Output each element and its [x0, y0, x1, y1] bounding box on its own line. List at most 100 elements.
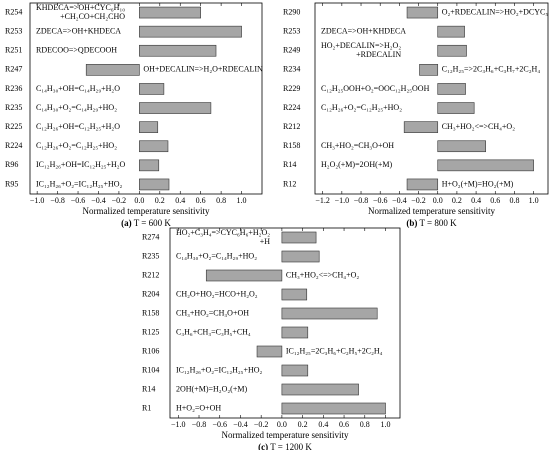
bar: [281, 326, 309, 339]
reaction-label: H₂O₂(+M)=2OH(+M): [321, 160, 392, 169]
x-axis-label: Normalized temperature sensitivity: [83, 206, 210, 216]
bar: [139, 25, 242, 38]
category-label: R249: [283, 46, 300, 55]
caption: (c) T = 1200 K: [258, 442, 312, 450]
plot-frame: [29, 2, 263, 195]
reaction-label: C₁₂H₂₆+O₂=C₁₂H₂₅+HO₂: [36, 141, 117, 150]
category-label: R95: [5, 179, 18, 188]
category-label: R229: [283, 84, 300, 93]
x-tick-label: 0.4: [318, 420, 328, 429]
panel-label: (c): [258, 442, 268, 450]
x-tick-label: 0.8: [216, 196, 226, 205]
category-label: R212: [283, 122, 300, 131]
category-label: R274: [142, 232, 159, 241]
category-label: R125: [142, 327, 159, 336]
bar: [437, 140, 486, 153]
category-label: R96: [5, 160, 18, 169]
category-label: R290: [283, 7, 300, 16]
category-label: R224: [283, 103, 300, 112]
x-axis-label: Normalized temperature sensitivity: [368, 206, 495, 216]
caption-text: T = 600 K: [134, 218, 172, 228]
category-label: R254: [5, 7, 22, 16]
bar: [281, 231, 317, 244]
bar: [85, 64, 140, 76]
reaction-label: CH₃+HO₂<=>CH₄+O₂: [286, 270, 359, 279]
bar: [281, 307, 378, 320]
reaction-label: C₁₄H₃₀+O₂=C₁₄H₂₉+HO₂: [176, 251, 257, 260]
x-tick-label: −0.4: [392, 196, 407, 205]
reaction-label: RDECOO=>QDECOOH: [36, 46, 117, 55]
caption-text: T = 800 K: [419, 218, 457, 228]
x-tick-label: 0.4: [471, 196, 481, 205]
category-label: R235: [5, 103, 22, 112]
reaction-label: +CH₂CO+CH₂CHO: [60, 12, 125, 21]
category-label: R204: [142, 289, 159, 298]
category-label: R104: [142, 365, 159, 374]
category-label: R158: [142, 308, 159, 317]
x-tick-label: −0.8: [50, 196, 65, 205]
bar: [437, 44, 467, 57]
bar: [281, 383, 359, 396]
x-tick-label: −1.0: [30, 196, 45, 205]
x-tick-label: −1.2: [315, 196, 330, 205]
reaction-label: 2OH(+M)=H₂O₂(+M): [176, 384, 247, 393]
x-tick-label: 0.8: [360, 420, 370, 429]
x-tick-label: 0.6: [339, 420, 349, 429]
category-label: R212: [142, 270, 159, 279]
x-tick-label: 0.4: [175, 196, 185, 205]
reaction-label: IC₁₂H₂₆+O₂=IC₁₂H₂₅+HO₂: [36, 179, 123, 188]
reaction-label: CH₃+HO₂=CH₃O+OH: [321, 141, 394, 150]
bar: [406, 178, 439, 191]
x-tick-label: 1.0: [380, 420, 390, 429]
reaction-label: KHDECA=>OH+CYC₆H₁₀: [36, 3, 125, 12]
x-tick-label: 0.2: [452, 196, 462, 205]
reaction-label: CH₂O+HO₂=HCO+H₂O₂: [176, 289, 258, 298]
bar: [139, 102, 212, 114]
bar: [139, 44, 217, 57]
x-tick-label: −0.6: [71, 196, 86, 205]
bar: [403, 121, 439, 133]
x-tick-label: −0.4: [91, 196, 106, 205]
x-tick-label: 1.0: [237, 196, 247, 205]
caption-text: T = 1200 K: [270, 442, 312, 450]
x-tick-label: 0.6: [196, 196, 206, 205]
plot-frame: [314, 2, 549, 195]
x-tick-label: −0.2: [112, 196, 127, 205]
x-tick-label: −0.6: [212, 420, 227, 429]
x-tick-label: 0.8: [509, 196, 519, 205]
bar: [256, 345, 283, 358]
bar: [406, 6, 439, 19]
bar: [139, 121, 159, 133]
category-label: R224: [5, 141, 22, 150]
x-tick-label: 0.2: [298, 420, 308, 429]
x-tick-label: −0.2: [254, 420, 269, 429]
category-label: R236: [5, 84, 22, 93]
x-tick-label: −1.0: [171, 420, 186, 429]
x-tick-label: 0.0: [433, 196, 443, 205]
category-label: R234: [283, 65, 300, 74]
reaction-label: OH+DECALIN=>H₂O+RDECALIN: [143, 65, 263, 74]
reaction-label: C₁₂H₂₅=>2C₃H₆+C₃H₇+2C₂H₄: [442, 65, 541, 74]
bar: [437, 159, 534, 172]
x-tick-label: −0.4: [233, 420, 248, 429]
x-tick-label: 0.0: [277, 420, 287, 429]
category-label: R14: [283, 160, 296, 169]
x-tick-label: −0.8: [192, 420, 207, 429]
category-label: R253: [5, 26, 22, 35]
x-tick-label: −1.0: [335, 196, 350, 205]
reaction-label: H+O₂(+M)=HO₂(+M): [442, 179, 514, 188]
reaction-label: ZDECA=>OH+KHDECA: [321, 26, 406, 35]
reaction-label: C₁₄H₃₀+O₂=C₁₄H₂₉+HO₂: [36, 103, 117, 112]
bar: [281, 364, 309, 377]
bar: [437, 25, 465, 38]
bar: [139, 6, 201, 19]
x-tick-label: −0.6: [373, 196, 388, 205]
reaction-label: HO₂+C₃H₄=>CYC₆H₆+H₂O₂: [176, 228, 270, 237]
category-label: R235: [142, 251, 159, 260]
reaction-label: C₃H₆+CH₃=C₃H₅+CH₄: [176, 327, 251, 336]
category-label: R253: [283, 26, 300, 35]
reaction-label: CH₃+HO₂=CH₃O+OH: [176, 308, 249, 317]
bar: [205, 269, 283, 282]
